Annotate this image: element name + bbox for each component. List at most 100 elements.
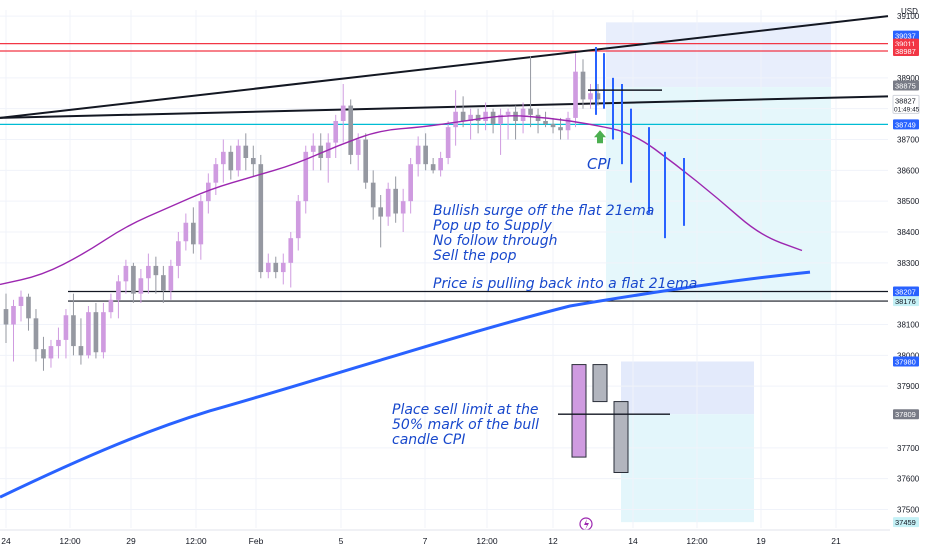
- candle-body: [220, 151, 226, 165]
- grid-lines: [0, 10, 888, 528]
- annotation-text: candle CPI: [392, 432, 465, 448]
- price-tick: 38100: [897, 321, 920, 330]
- candle-body: [453, 111, 458, 128]
- annotation-text: No follow through: [433, 233, 558, 249]
- trend-line-2[interactable]: [0, 95, 889, 119]
- candle-body: [138, 278, 144, 294]
- candle-body: [3, 309, 9, 325]
- candle-body: [415, 145, 421, 165]
- horizontal-levels[interactable]: [0, 43, 888, 302]
- candle-body: [385, 188, 391, 217]
- candle-body: [198, 201, 204, 245]
- price-label-39011: 39011: [895, 40, 915, 49]
- diagram-candle: [571, 364, 587, 458]
- time-axis-bg: [0, 530, 890, 550]
- candle-body: [183, 222, 189, 242]
- candle-body: [33, 318, 39, 350]
- candle-body: [258, 164, 264, 273]
- candle-body: [430, 164, 436, 171]
- candle-body: [243, 145, 249, 158]
- price-label-bg: [893, 286, 919, 297]
- candle-body: [206, 182, 211, 202]
- time-tick: 12:00: [476, 536, 498, 546]
- time-tick: 14: [628, 536, 638, 546]
- candle-body: [520, 108, 526, 121]
- candle-body: [280, 262, 286, 273]
- candle-body: [153, 265, 159, 276]
- price-label-bg: [893, 517, 919, 528]
- price-label-bg: [893, 30, 919, 41]
- sma-path: [0, 270, 811, 499]
- price-tick: 38500: [897, 197, 920, 206]
- candle-body: [56, 339, 61, 347]
- candle-body: [303, 151, 309, 202]
- candle-body: [558, 127, 563, 131]
- price-tick: 38700: [897, 136, 920, 145]
- price-label-37459: 37459: [895, 518, 916, 527]
- time-tick: 19: [756, 536, 766, 546]
- diagram-candle: [613, 401, 629, 474]
- diagram-target-zone: [621, 414, 754, 523]
- price-label-39037: 39037: [895, 32, 916, 41]
- candle-body: [161, 275, 166, 291]
- price-tick: 38600: [897, 166, 920, 175]
- candle-body: [378, 207, 384, 217]
- projection-bars: CPI: [587, 47, 685, 239]
- price-label-38749: 38749: [895, 120, 916, 129]
- candles: [3, 53, 601, 371]
- trend-lines[interactable]: [0, 15, 889, 119]
- time-tick: 12:00: [59, 536, 81, 546]
- price-label-bg: [893, 46, 919, 57]
- time-tick: 12:00: [686, 536, 708, 546]
- price-tick: 37500: [897, 506, 920, 515]
- price-label-38176: 38176: [895, 297, 916, 306]
- candle-body: [295, 201, 301, 239]
- annotation-text: Bullish surge off the flat 21ema: [433, 203, 654, 219]
- candle-body: [438, 158, 443, 171]
- time-tick: 5: [339, 536, 344, 546]
- price-label-bg: [893, 409, 919, 420]
- price-label-38987: 38987: [895, 47, 916, 56]
- time-axis[interactable]: 24 12:00 29 12:00 Feb 5 7 12:00 12 14 12:00 19 21: [0, 529, 890, 550]
- price-label-bg: [893, 119, 919, 130]
- candle-body: [101, 312, 106, 353]
- candle-body: [48, 346, 54, 359]
- candle-body: [310, 145, 316, 152]
- price-label-bg: [893, 80, 919, 91]
- price-label-37980: 37980: [895, 358, 916, 367]
- trend-line-1[interactable]: [0, 15, 889, 119]
- candle-body: [333, 121, 339, 143]
- candle-body: [86, 312, 91, 356]
- candle-body: [176, 241, 181, 266]
- candle-body: [340, 105, 346, 121]
- annotation-text: Sell the pop: [433, 248, 517, 264]
- limit-order-diagram: [558, 364, 670, 474]
- candle-body: [573, 71, 578, 118]
- candle-body: [213, 164, 219, 183]
- annotation-text: Place sell limit at the: [392, 402, 539, 418]
- candle-body: [228, 151, 234, 171]
- candle-body: [355, 139, 361, 155]
- candle-body: [348, 105, 354, 155]
- candle-body: [543, 121, 548, 125]
- candle-body: [250, 158, 256, 165]
- candle-body: [288, 238, 294, 263]
- candle-body: [393, 188, 398, 214]
- price-label-38827: 38827: [895, 96, 916, 105]
- lightning-icon: [584, 519, 589, 530]
- currency-label: USD: [901, 7, 918, 16]
- price-label-bg: [893, 296, 919, 307]
- price-label-38207: 38207: [895, 288, 916, 297]
- price-tick: 38900: [897, 74, 920, 83]
- diagram-risk-zone: [621, 361, 754, 415]
- cpi-label: CPI: [587, 155, 612, 173]
- candle-body: [483, 111, 488, 121]
- sma-line: [0, 270, 811, 499]
- annotation-text: 50% mark of the bull: [392, 417, 539, 433]
- candle-body: [71, 315, 76, 347]
- candle-body: [565, 117, 571, 131]
- price-axis[interactable]: USD3910038900388003870038600385003840038…: [890, 0, 932, 550]
